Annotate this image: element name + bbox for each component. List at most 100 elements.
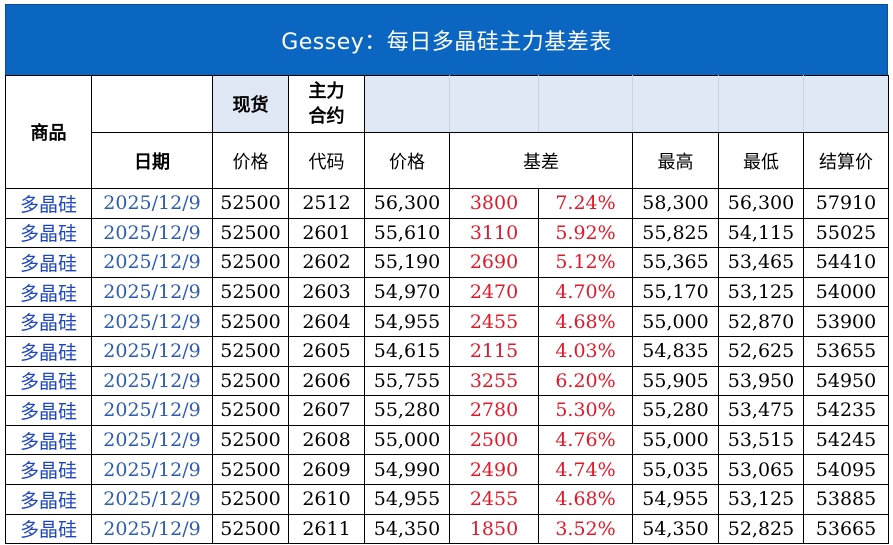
basis-pct-cell: 6.20% [538, 365, 633, 397]
product-cell: 多晶硅 [5, 365, 92, 397]
date-cell: 2025/12/9 [91, 483, 213, 515]
high-cell: 55,035 [632, 454, 719, 485]
price-cell: 55,000 [364, 424, 450, 456]
product-cell: 多晶硅 [5, 395, 92, 426]
settle-cell: 54410 [803, 247, 889, 278]
product-cell: 多晶硅 [5, 513, 92, 545]
settle-cell: 54095 [803, 454, 889, 485]
spot-price-cell: 52500 [212, 483, 289, 515]
table-row: 多晶硅 2025/12/9 52500 2605 54,615 2115 4.03% 54,8… [5, 335, 889, 367]
high-cell: 55,170 [632, 276, 719, 308]
header-high: 最高 [632, 132, 719, 189]
basis-cell: 2500 [449, 424, 539, 456]
date-cell: 2025/12/9 [91, 395, 213, 426]
table-row: 多晶硅 2025/12/9 52500 2609 54,990 2490 4.74% 55,0… [5, 454, 889, 485]
spot-price-cell: 52500 [212, 454, 289, 485]
product-cell: 多晶硅 [5, 335, 92, 367]
high-cell: 55,825 [632, 217, 719, 249]
sheet-title: Gessey：每日多晶硅主力基差表 [5, 4, 888, 76]
header-blank [364, 75, 450, 133]
price-cell: 54,615 [364, 335, 450, 367]
settle-cell: 54950 [803, 365, 889, 397]
header-blank [632, 75, 719, 133]
contract-code-cell: 2512 [288, 188, 365, 219]
basis-cell: 2690 [449, 247, 539, 278]
contract-code-cell: 2606 [288, 365, 365, 397]
date-cell: 2025/12/9 [91, 276, 213, 308]
basis-cell: 2455 [449, 483, 539, 515]
basis-pct-cell: 3.52% [538, 513, 633, 545]
basis-cell: 3255 [449, 365, 539, 397]
settle-cell: 54245 [803, 424, 889, 456]
header-blank [538, 75, 633, 133]
low-cell: 53,475 [718, 395, 804, 426]
basis-pct-cell: 5.30% [538, 395, 633, 426]
low-cell: 56,300 [718, 188, 804, 219]
basis-pct-cell: 5.92% [538, 217, 633, 249]
spot-price-cell: 52500 [212, 395, 289, 426]
basis-pct-cell: 4.76% [538, 424, 633, 456]
spot-price-cell: 52500 [212, 306, 289, 337]
table-row: 多晶硅 2025/12/9 52500 2611 54,350 1850 3.52% 54,3… [5, 513, 889, 545]
price-cell: 55,280 [364, 395, 450, 426]
product-cell: 多晶硅 [5, 188, 92, 219]
contract-code-cell: 2602 [288, 247, 365, 278]
basis-cell: 2490 [449, 454, 539, 485]
contract-code-cell: 2607 [288, 395, 365, 426]
spot-price-cell: 52500 [212, 276, 289, 308]
contract-code-cell: 2603 [288, 276, 365, 308]
basis-cell: 1850 [449, 513, 539, 545]
price-cell: 55,610 [364, 217, 450, 249]
high-cell: 55,000 [632, 424, 719, 456]
date-cell: 2025/12/9 [91, 365, 213, 397]
contract-code-cell: 2605 [288, 335, 365, 367]
low-cell: 52,625 [718, 335, 804, 367]
low-cell: 53,125 [718, 483, 804, 515]
price-cell: 55,190 [364, 247, 450, 278]
price-cell: 54,350 [364, 513, 450, 545]
basis-cell: 2780 [449, 395, 539, 426]
low-cell: 53,065 [718, 454, 804, 485]
high-cell: 55,000 [632, 306, 719, 337]
date-cell: 2025/12/9 [91, 306, 213, 337]
header-price: 价格 [364, 132, 450, 189]
basis-cell: 2455 [449, 306, 539, 337]
table-row: 多晶硅 2025/12/9 52500 2606 55,755 3255 6.20% 55,9… [5, 365, 889, 397]
spot-price-cell: 52500 [212, 513, 289, 545]
header-blank [91, 75, 213, 133]
table-row: 多晶硅 2025/12/9 52500 2610 54,955 2455 4.68% 54,9… [5, 483, 889, 515]
settle-cell: 53665 [803, 513, 889, 545]
spot-price-cell: 52500 [212, 335, 289, 367]
settle-cell: 57910 [803, 188, 889, 219]
basis-pct-cell: 4.74% [538, 454, 633, 485]
contract-code-cell: 2608 [288, 424, 365, 456]
table-row: 多晶硅 2025/12/9 52500 2512 56,300 3800 7.24% 58,3… [5, 188, 889, 219]
contract-code-cell: 2601 [288, 217, 365, 249]
high-cell: 55,280 [632, 395, 719, 426]
basis-pct-cell: 4.70% [538, 276, 633, 308]
table-row: 多晶硅 2025/12/9 52500 2607 55,280 2780 5.30% 55,2… [5, 395, 889, 426]
header-spot: 现货 [212, 75, 289, 133]
date-cell: 2025/12/9 [91, 454, 213, 485]
basis-pct-cell: 4.68% [538, 483, 633, 515]
high-cell: 55,365 [632, 247, 719, 278]
table-row: 多晶硅 2025/12/9 52500 2608 55,000 2500 4.76% 55,0… [5, 424, 889, 456]
settle-cell: 54000 [803, 276, 889, 308]
high-cell: 58,300 [632, 188, 719, 219]
product-cell: 多晶硅 [5, 247, 92, 278]
basis-cell: 3800 [449, 188, 539, 219]
table-row: 多晶硅 2025/12/9 52500 2602 55,190 2690 5.12% 55,3… [5, 247, 889, 278]
contract-code-cell: 2610 [288, 483, 365, 515]
settle-cell: 53655 [803, 335, 889, 367]
header-settle: 结算价 [803, 132, 889, 189]
settle-cell: 53900 [803, 306, 889, 337]
low-cell: 52,825 [718, 513, 804, 545]
product-cell: 多晶硅 [5, 217, 92, 249]
date-cell: 2025/12/9 [91, 217, 213, 249]
low-cell: 53,125 [718, 276, 804, 308]
settle-cell: 55025 [803, 217, 889, 249]
header-code: 代码 [288, 132, 365, 189]
contract-code-cell: 2604 [288, 306, 365, 337]
date-cell: 2025/12/9 [91, 335, 213, 367]
high-cell: 55,905 [632, 365, 719, 397]
